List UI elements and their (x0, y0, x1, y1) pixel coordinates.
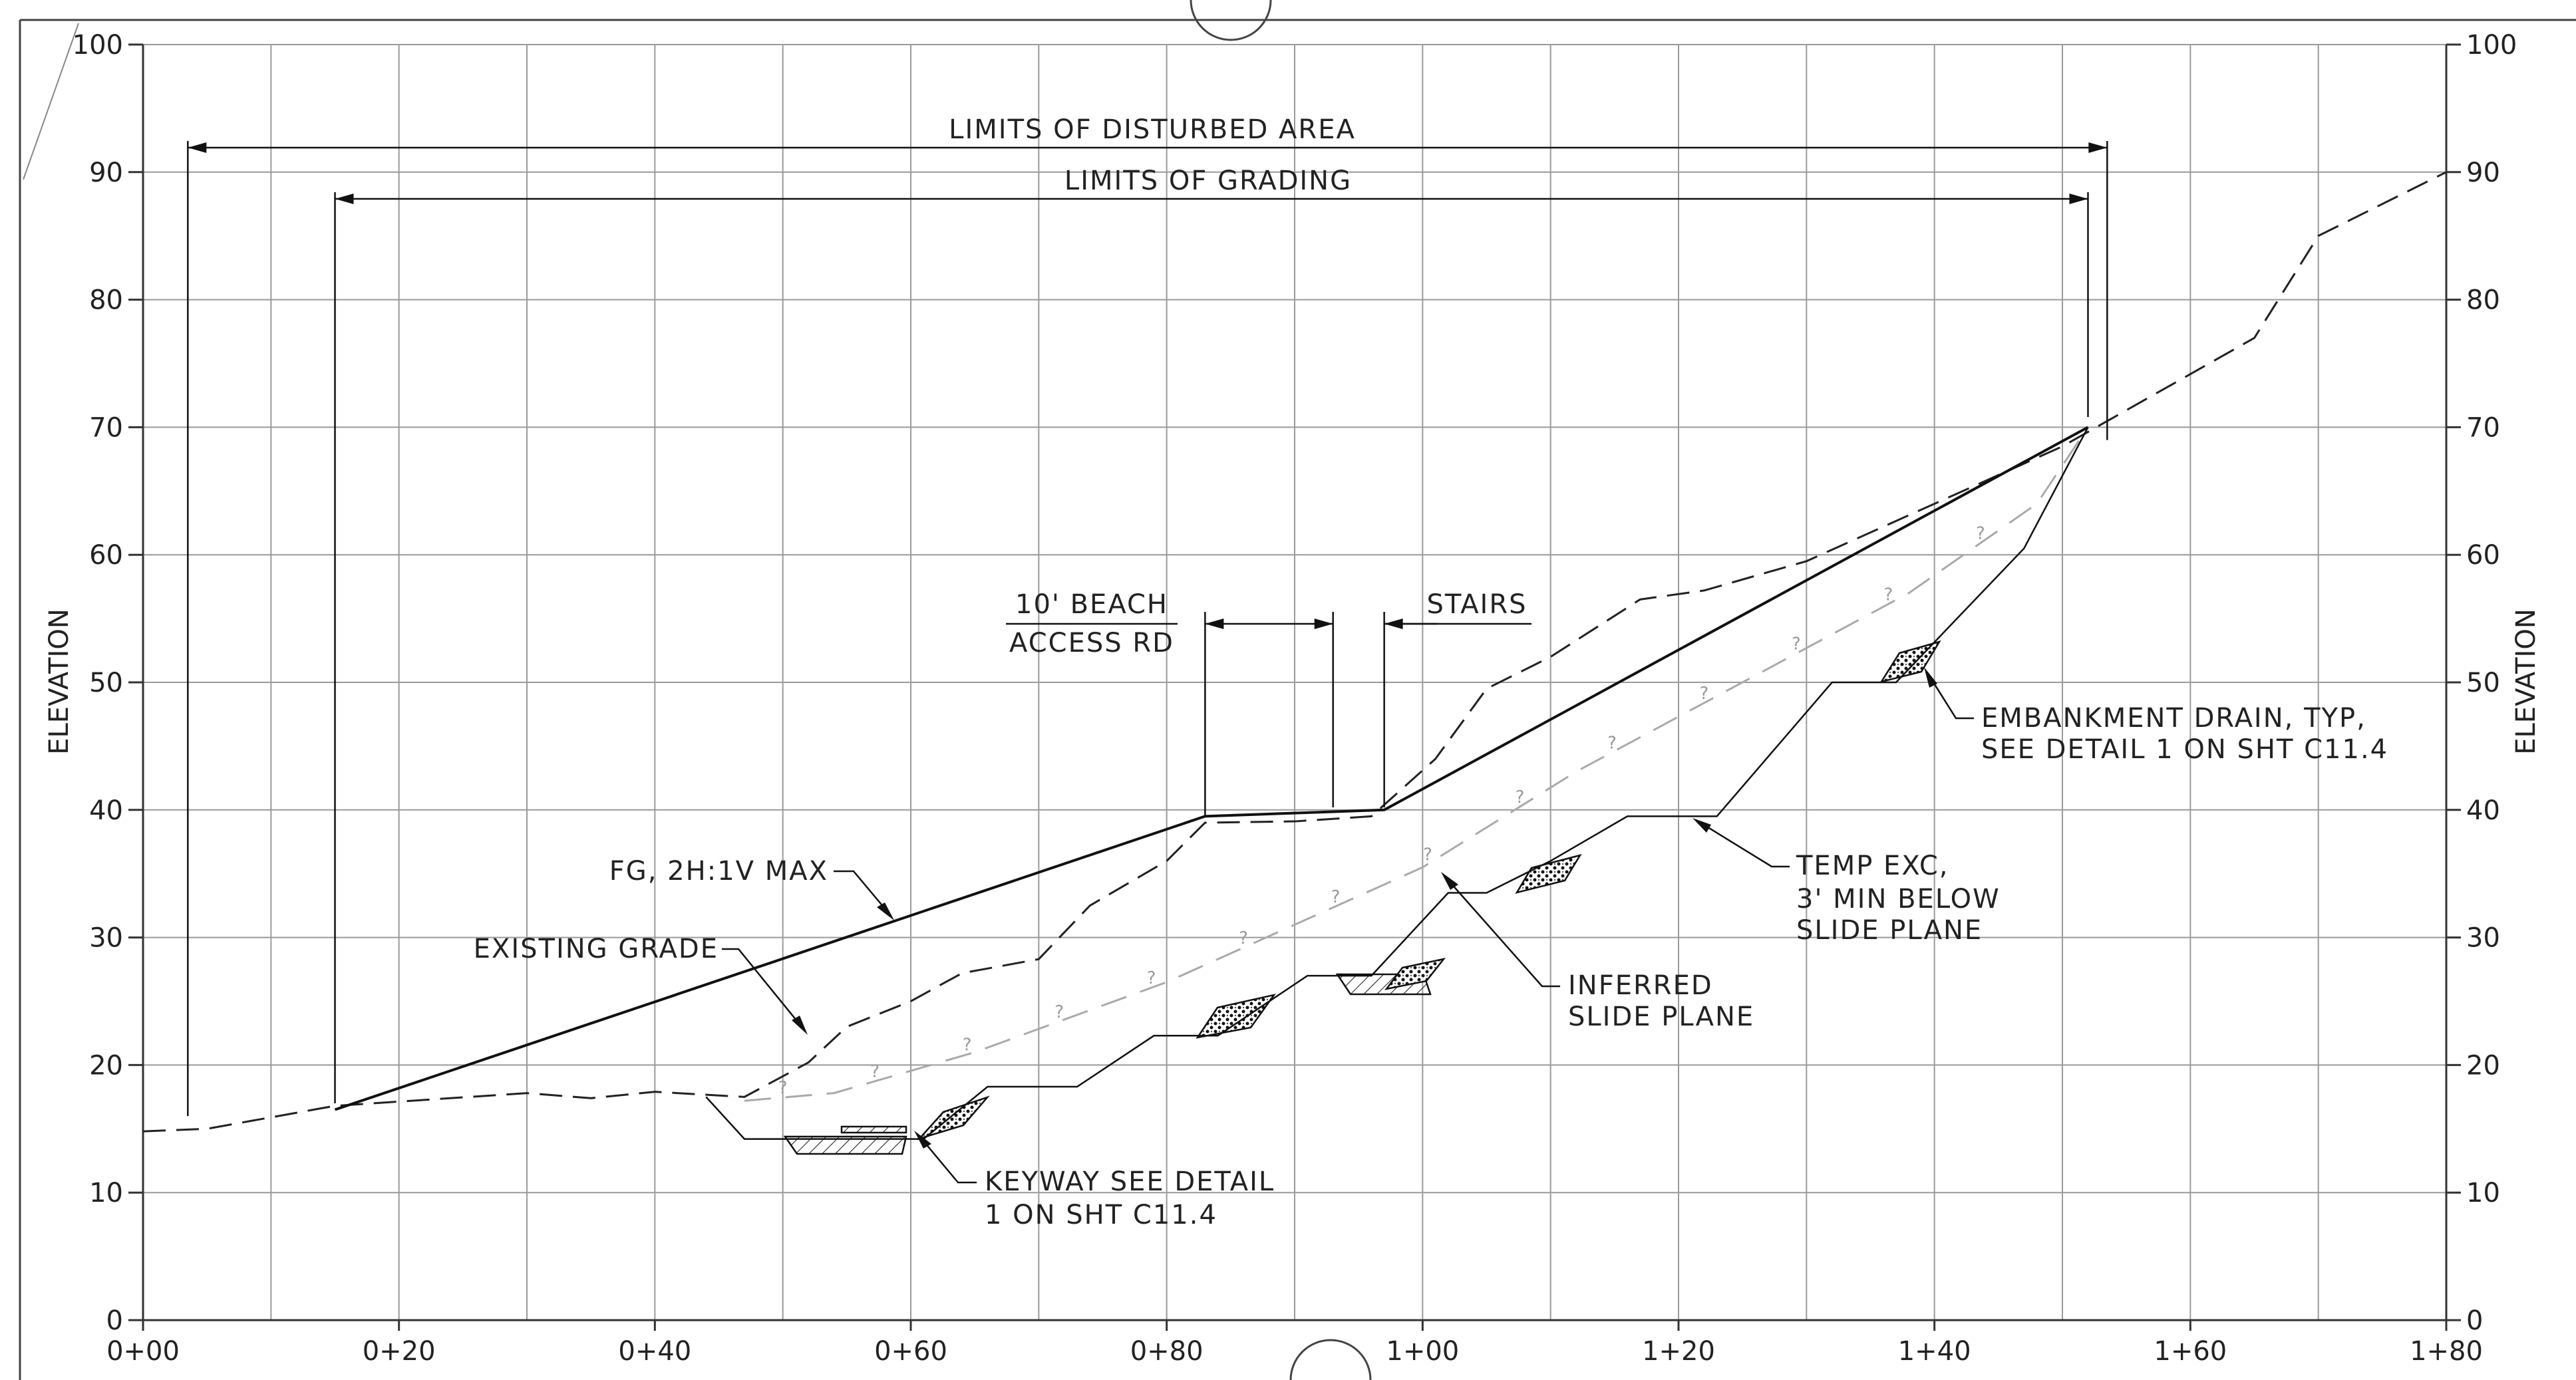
y-tick-label: 70 (2466, 412, 2500, 443)
question-mark: ? (1054, 1002, 1064, 1022)
x-tick-label: 1+00 (1386, 1336, 1459, 1367)
y-tick-label: 70 (89, 412, 123, 443)
temp-exc-label-line2: 3' MIN BELOW (1796, 884, 2001, 914)
question-mark: ? (1147, 968, 1156, 988)
y-tick-label: 80 (2466, 285, 2500, 316)
limits-of-grading-dimension: LIMITS OF GRADING (334, 166, 2089, 1103)
y-tick-label: 20 (2466, 1050, 2500, 1081)
stairs-dimension: STAIRS (1383, 589, 1531, 807)
question-mark: ? (1700, 684, 1709, 704)
question-mark: ? (1331, 887, 1341, 907)
inferred-label-line2: SLIDE PLANE (1568, 1002, 1754, 1032)
embankment-drain-callout: EMBANKMENT DRAIN, TYP, SEE DETAIL 1 ON S… (1924, 667, 2388, 765)
x-tick-label: 0+60 (874, 1336, 947, 1367)
temp-exc-label-line1: TEMP EXC, (1796, 851, 1949, 881)
x-tick-label: 0+20 (363, 1336, 436, 1367)
existing-grade-callout: EXISTING GRADE (474, 934, 808, 1035)
question-mark: ? (1516, 787, 1525, 807)
x-tick-label: 0+80 (1130, 1336, 1204, 1367)
drain-label-line2: SEE DETAIL 1 ON SHT C11.4 (1981, 734, 2388, 765)
sheet-frame (19, 0, 2576, 1380)
keyway-label-line1: KEYWAY SEE DETAIL (985, 1167, 1275, 1197)
y-tick-label: 90 (2466, 158, 2500, 188)
limits-of-disturbed-area-label: LIMITS OF DISTURBED AREA (949, 114, 1356, 145)
embankment-drain (1384, 958, 1446, 990)
existing-grade-line (142, 171, 2447, 1133)
finished-grade-line (334, 426, 2089, 1111)
question-mark: ? (778, 1078, 788, 1098)
fg-callout: FG, 2H:1V MAX (609, 856, 894, 920)
y-tick-label: 10 (2466, 1178, 2500, 1208)
y-tick-label: 30 (89, 923, 123, 954)
question-mark: ? (1792, 634, 1801, 654)
existing-grade-label: EXISTING GRADE (474, 934, 719, 964)
y-tick-label: 60 (89, 540, 123, 571)
y-tick-label: 90 (89, 158, 123, 188)
keyway-hatch (783, 1125, 907, 1155)
embankment-drain (1196, 994, 1276, 1039)
slide-plane-question-marks: ?????????????? (778, 524, 1985, 1099)
temp-excavation-callout: TEMP EXC, 3' MIN BELOW SLIDE PLANE (1692, 818, 2001, 946)
x-tick-label: 1+40 (1898, 1336, 1971, 1367)
y-axis-label-right: ELEVATION (2511, 609, 2541, 755)
y-tick-label: 50 (89, 668, 123, 698)
grid (142, 44, 2447, 1321)
question-mark: ? (1607, 733, 1617, 753)
x-axis: 0+00 0+20 0+40 0+60 0+80 1+00 1+20 1+40 1+60 1+80 (106, 1320, 2483, 1367)
y-tick-label: 40 (2466, 795, 2500, 826)
y-tick-label: 0 (106, 1306, 123, 1336)
inferred-slide-plane-callout: INFERRED SLIDE PLANE (1441, 872, 1754, 1032)
inferred-label-line1: INFERRED (1568, 970, 1713, 1001)
y-tick-label: 80 (89, 285, 123, 316)
beach-access-label-line1: 10' BEACH (1015, 589, 1168, 620)
x-tick-label: 0+40 (618, 1336, 691, 1367)
x-tick-label: 0+00 (106, 1336, 180, 1367)
stairs-label: STAIRS (1426, 589, 1527, 620)
section-balloon-bottom (1289, 1339, 1372, 1380)
embankment-drain (1515, 854, 1582, 894)
beach-access-label-line2: ACCESS RD (1009, 628, 1174, 658)
drain-label-line1: EMBANKMENT DRAIN, TYP, (1981, 703, 2366, 734)
question-mark: ? (1423, 845, 1432, 865)
keyway-callout: KEYWAY SEE DETAIL 1 ON SHT C11.4 (914, 1131, 1275, 1230)
keyway-label-line2: 1 ON SHT C11.4 (985, 1200, 1217, 1230)
y-axis-left: 0 10 20 30 40 50 60 70 80 90 100 (73, 30, 143, 1336)
x-tick-label: 1+20 (1642, 1336, 1715, 1367)
embankment-drains (917, 640, 1941, 1141)
question-mark: ? (1884, 585, 1893, 605)
embankment-drain (917, 1095, 990, 1141)
y-tick-label: 0 (2466, 1306, 2483, 1336)
fg-callout-label: FG, 2H:1V MAX (609, 856, 828, 887)
question-mark: ? (1239, 928, 1248, 948)
limits-of-disturbed-area-dimension: LIMITS OF DISTURBED AREA (187, 114, 2108, 1117)
section-balloon-top (1190, 0, 1272, 41)
temp-exc-label-line3: SLIDE PLANE (1796, 915, 1983, 946)
y-axis-label-left: ELEVATION (44, 609, 75, 755)
y-tick-label: 100 (73, 30, 123, 61)
question-mark: ? (1976, 524, 1985, 544)
y-tick-label: 20 (89, 1050, 123, 1081)
profiles (142, 171, 2447, 1140)
y-tick-label: 10 (89, 1178, 123, 1208)
y-tick-label: 100 (2466, 30, 2517, 61)
limits-of-grading-label: LIMITS OF GRADING (1064, 166, 1352, 196)
question-mark: ? (870, 1062, 880, 1082)
inferred-slide-plane-line (744, 426, 2089, 1102)
y-tick-label: 60 (2466, 540, 2500, 571)
x-tick-label: 1+80 (2410, 1336, 2483, 1367)
x-tick-label: 1+60 (2154, 1336, 2227, 1367)
question-mark: ? (963, 1035, 972, 1055)
y-tick-label: 30 (2466, 923, 2500, 954)
y-tick-label: 40 (89, 795, 123, 826)
y-axis-right: 0 10 20 30 40 50 60 70 80 90 100 (2446, 30, 2517, 1336)
beach-access-dimension: 10' BEACH ACCESS RD (1006, 589, 1334, 817)
temp-excavation-line (705, 426, 2089, 1140)
y-tick-label: 50 (2466, 668, 2500, 698)
